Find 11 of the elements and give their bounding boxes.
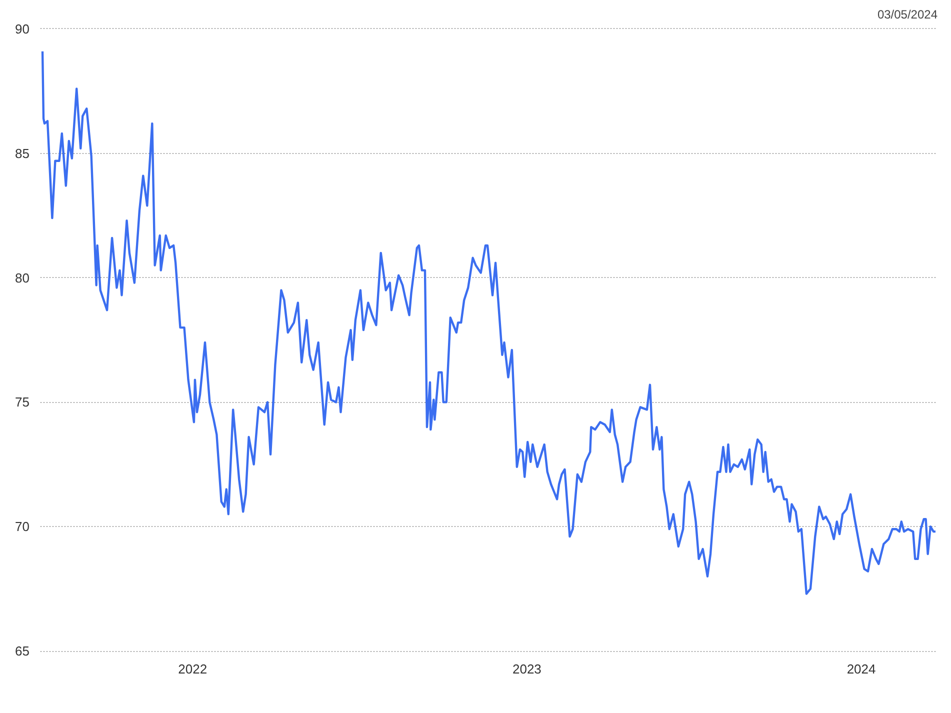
y-tick-label: 80 — [15, 270, 30, 286]
y-tick-label: 90 — [15, 21, 30, 36]
text: 03/05/2024 — [877, 8, 938, 22]
x-tick-label: 2022 — [178, 662, 208, 676]
x-tick-label: 2024 — [846, 662, 876, 676]
y-tick-label: 70 — [15, 519, 30, 534]
y-tick-label: 65 — [15, 644, 30, 659]
x-tick-label: 2023 — [512, 662, 542, 676]
y-tick-label: 75 — [15, 394, 30, 410]
y-tick-label: 85 — [15, 146, 30, 161]
line-series — [41, 50, 937, 595]
